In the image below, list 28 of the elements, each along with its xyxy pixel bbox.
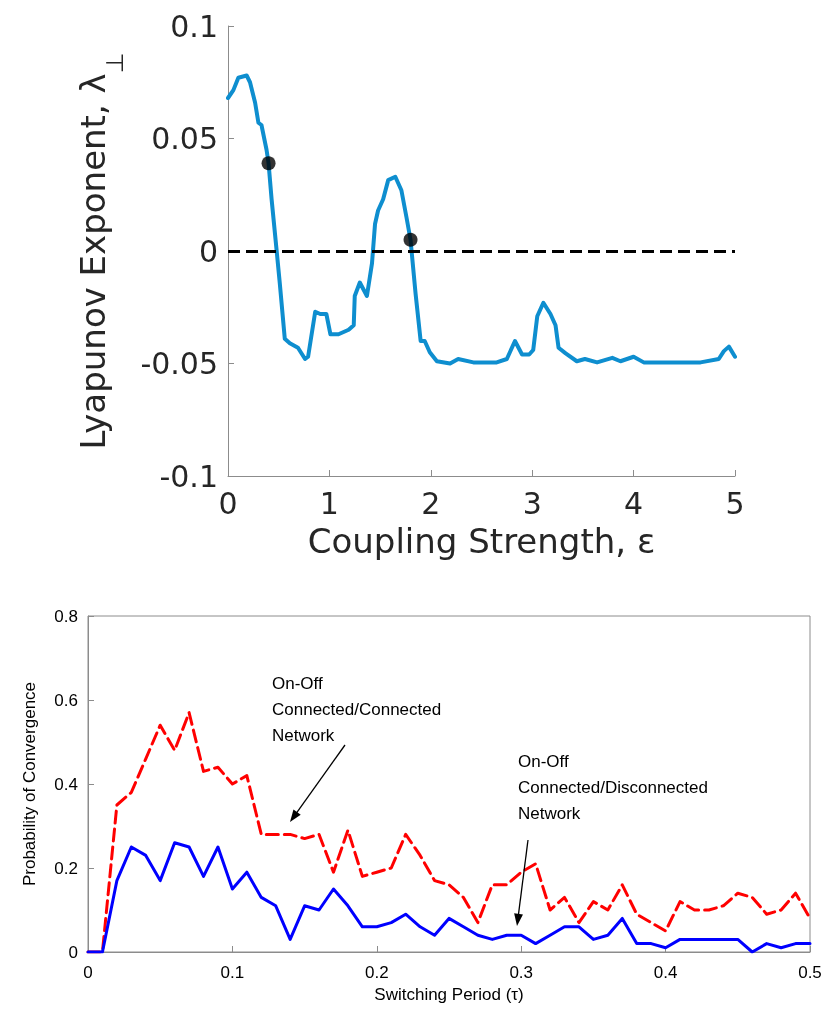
x-tick-label: 1 <box>319 485 339 521</box>
y-tick-label: 0.1 <box>170 8 218 44</box>
y-tick-label: 0 <box>68 942 78 962</box>
y-tick-label: 0 <box>198 233 218 269</box>
y-axis-title: Lyapunov Exponent, λ⊥ <box>73 52 129 450</box>
y-tick-label: -0.1 <box>159 458 218 494</box>
x-tick-label: 5 <box>725 485 745 521</box>
annotation: On-Off Connected/Connected Network <box>272 673 442 745</box>
y-tick-label: -0.05 <box>140 346 218 381</box>
x-tick-label: 0.2 <box>364 963 389 982</box>
x-tick-label: 0 <box>83 963 93 982</box>
x-tick-label: 0.5 <box>798 963 822 982</box>
x-tick-label: 2 <box>421 485 441 521</box>
y-tick-label: 0.4 <box>54 774 78 794</box>
x-tick-label: 0.4 <box>653 963 678 982</box>
y-tick-label: 0.6 <box>54 690 78 710</box>
y-tick-label: 0.2 <box>54 858 78 878</box>
x-axis-title: Coupling Strength, ε <box>307 521 656 561</box>
annotation: On-Off Connected/Disconnected Network <box>518 751 708 823</box>
x-axis-title: Switching Period (τ) <box>374 984 524 1004</box>
y-tick-label: 0.05 <box>151 121 218 156</box>
y-tick-label: 0.8 <box>54 606 78 626</box>
line-series <box>226 73 737 366</box>
x-tick-label: 0.3 <box>509 963 534 982</box>
y-axis-title: Probability of Convergence <box>20 681 39 887</box>
x-tick-label: 0.1 <box>220 963 245 982</box>
x-tick-label: 3 <box>522 485 542 521</box>
x-tick-label: 4 <box>624 485 644 521</box>
